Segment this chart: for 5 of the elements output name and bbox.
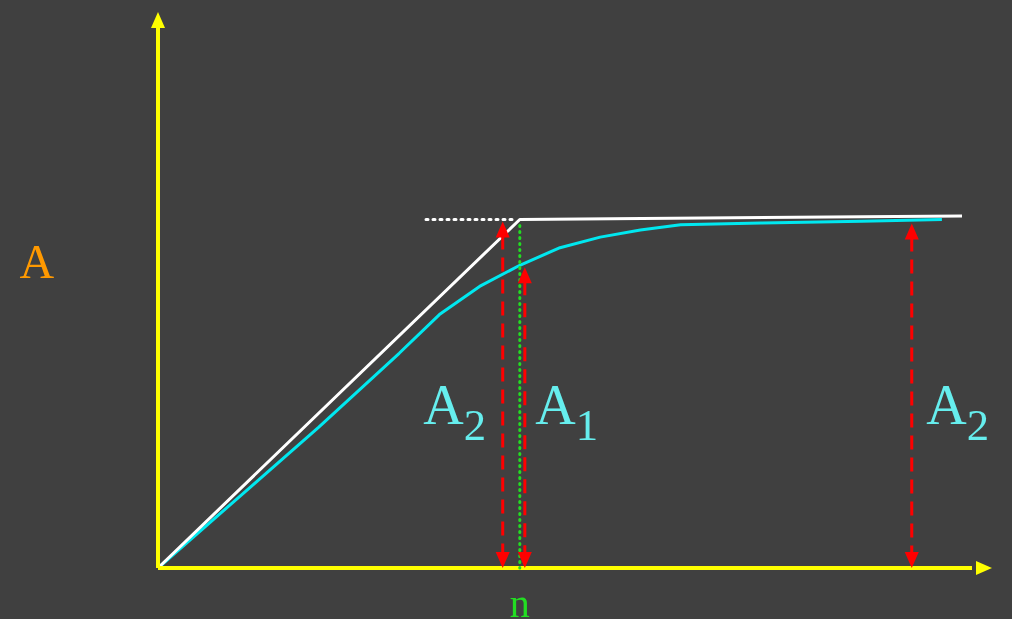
annotation: A$_{2}$ [926,374,990,450]
x-axis-title: n [509,581,530,619]
y-axis-title: A [19,235,55,288]
annotation: A$_{1}$ [535,374,599,450]
annotation: A$_{2}$ [423,374,487,450]
